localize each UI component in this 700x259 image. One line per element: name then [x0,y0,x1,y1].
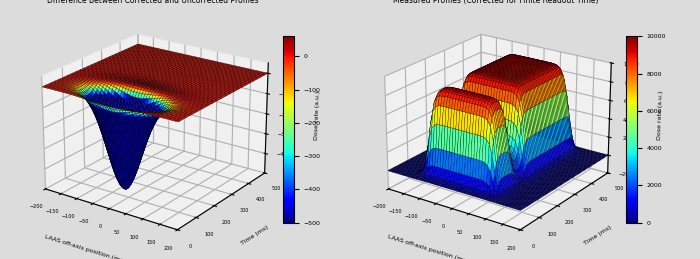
X-axis label: LAAS off-axis position (mm): LAAS off-axis position (mm) [387,234,471,259]
X-axis label: LAAS off-axis position (mm): LAAS off-axis position (mm) [44,234,128,259]
Y-axis label: Time (ms): Time (ms) [241,225,270,246]
Title: Measured Profiles (Corrected for Finite Readout Time): Measured Profiles (Corrected for Finite … [393,0,599,5]
Title: Difference Between Corrected and Uncorrected Profiles: Difference Between Corrected and Uncorre… [48,0,259,5]
Y-axis label: Time (ms): Time (ms) [584,225,612,246]
